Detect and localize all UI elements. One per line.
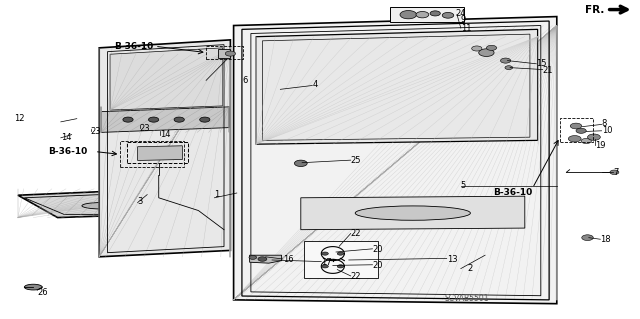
Text: 3: 3 <box>138 197 143 206</box>
Polygon shape <box>99 40 230 257</box>
Text: 10: 10 <box>602 126 612 135</box>
Circle shape <box>400 11 417 19</box>
Text: 2: 2 <box>467 264 472 273</box>
Ellipse shape <box>82 203 120 209</box>
Circle shape <box>123 117 133 122</box>
Circle shape <box>570 123 582 129</box>
Text: 26: 26 <box>37 288 48 297</box>
Circle shape <box>442 12 454 18</box>
Polygon shape <box>256 29 538 144</box>
Circle shape <box>294 160 307 167</box>
Bar <box>127 142 188 163</box>
Circle shape <box>486 45 497 50</box>
Circle shape <box>472 46 482 51</box>
Circle shape <box>337 265 344 268</box>
Text: 4: 4 <box>312 80 317 89</box>
Text: 22: 22 <box>351 272 361 281</box>
Polygon shape <box>234 17 557 304</box>
Text: FR.: FR. <box>586 5 605 15</box>
Circle shape <box>610 170 619 174</box>
Ellipse shape <box>24 284 42 290</box>
Text: 19: 19 <box>595 141 605 150</box>
Polygon shape <box>304 241 378 278</box>
Circle shape <box>337 252 344 255</box>
Bar <box>560 118 593 142</box>
Polygon shape <box>250 255 282 263</box>
Polygon shape <box>301 196 525 230</box>
Circle shape <box>416 11 429 18</box>
Ellipse shape <box>355 206 470 220</box>
Polygon shape <box>110 48 223 110</box>
Text: 11: 11 <box>461 24 471 33</box>
Text: 6: 6 <box>242 76 247 85</box>
Circle shape <box>588 134 600 140</box>
Bar <box>390 7 464 22</box>
Text: 12: 12 <box>14 114 24 123</box>
Text: 20: 20 <box>372 261 383 270</box>
Circle shape <box>430 11 440 16</box>
Text: 14: 14 <box>160 130 170 139</box>
Text: 8: 8 <box>602 119 607 128</box>
Text: 9: 9 <box>461 15 466 24</box>
Bar <box>206 46 243 59</box>
Text: 25: 25 <box>351 156 361 165</box>
Text: 16: 16 <box>283 256 294 264</box>
Circle shape <box>500 58 511 63</box>
Text: 7: 7 <box>613 168 618 177</box>
Text: 20: 20 <box>372 245 383 254</box>
Bar <box>218 49 230 58</box>
Text: B-36-10: B-36-10 <box>115 42 154 51</box>
Polygon shape <box>101 107 229 132</box>
Text: 13: 13 <box>447 255 458 263</box>
Polygon shape <box>138 146 182 160</box>
Circle shape <box>174 117 184 122</box>
Circle shape <box>479 49 494 56</box>
Circle shape <box>576 128 586 133</box>
Text: B-36-10: B-36-10 <box>493 188 532 197</box>
Text: 14: 14 <box>61 133 71 142</box>
Text: B-36-10: B-36-10 <box>48 147 87 156</box>
Text: 24: 24 <box>456 9 466 18</box>
Circle shape <box>225 51 236 56</box>
Circle shape <box>322 252 328 255</box>
Text: 23: 23 <box>91 127 102 136</box>
Polygon shape <box>18 189 216 218</box>
Circle shape <box>148 117 159 122</box>
Text: SCVAB5501: SCVAB5501 <box>445 294 490 303</box>
Circle shape <box>568 136 581 142</box>
Text: 18: 18 <box>600 235 611 244</box>
Text: 15: 15 <box>536 59 547 68</box>
Circle shape <box>581 138 591 144</box>
Text: 1: 1 <box>214 190 220 199</box>
Circle shape <box>249 256 257 259</box>
Text: 23: 23 <box>140 124 150 133</box>
Text: 5: 5 <box>461 181 466 190</box>
Circle shape <box>258 257 267 261</box>
Text: 22: 22 <box>351 229 361 238</box>
Circle shape <box>322 265 328 268</box>
Text: 17: 17 <box>321 258 332 267</box>
Text: 21: 21 <box>543 66 553 75</box>
Bar <box>120 141 184 167</box>
Circle shape <box>582 235 593 241</box>
Circle shape <box>200 117 210 122</box>
Circle shape <box>505 66 513 70</box>
